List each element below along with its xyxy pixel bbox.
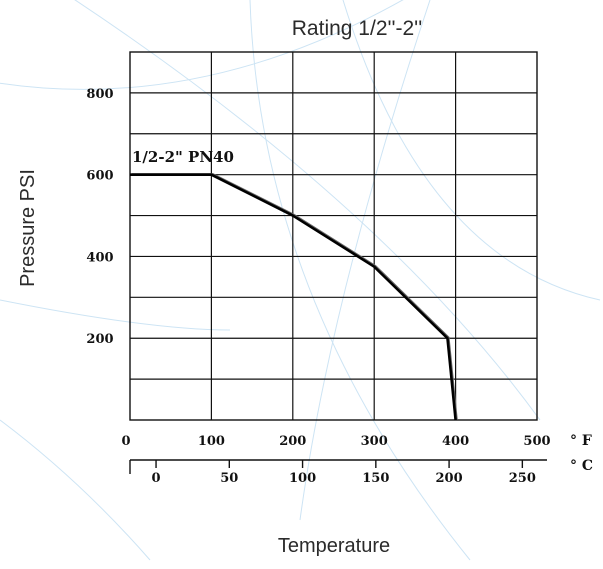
x-tick-label-f: 400 <box>442 434 469 449</box>
x-tick-label-c: 250 <box>509 471 536 486</box>
y-tick-label: 200 <box>86 332 113 347</box>
series-line <box>130 173 457 421</box>
x-tick-label-f: 100 <box>198 434 225 449</box>
plot-frame <box>129 51 538 421</box>
x-tick-label-f: 0 <box>121 434 130 449</box>
x-tick-label-c: 150 <box>362 471 389 486</box>
x-unit-secondary: ° C <box>570 458 593 474</box>
y-tick-label: 800 <box>86 87 113 102</box>
x-tick-label-f: 300 <box>361 434 388 449</box>
background-arc-3 <box>0 299 231 331</box>
background-arc-6 <box>299 0 431 521</box>
background-arc-1 <box>74 0 541 421</box>
axes-layer: 200 400 600 800 0 100 200 300 400 500 0 50 100 150 200… <box>86 87 550 486</box>
x-tick-label-c: 0 <box>152 471 161 486</box>
y-tick-label: 600 <box>86 169 113 184</box>
series-label: 1/2-2" PN40 <box>132 148 234 166</box>
x-axis-label: Temperature <box>278 535 390 557</box>
x-unit-primary: ° F <box>570 433 592 449</box>
background-arc-2 <box>342 0 601 301</box>
x-tick-label-c: 50 <box>220 471 238 486</box>
x-tick-label-c: 100 <box>289 471 316 486</box>
x-tick-label-f: 500 <box>523 434 550 449</box>
background-arc-4 <box>0 419 151 561</box>
background-arc-5 <box>249 0 471 561</box>
x-tick-label-f: 200 <box>279 434 306 449</box>
y-axis-label: Pressure PSI <box>17 169 39 287</box>
y-tick-label: 400 <box>86 250 113 265</box>
series-line-shadow <box>131 173 458 420</box>
chart-title: Rating 1/2''-2'' <box>292 17 422 40</box>
background-arc-0 <box>0 0 404 90</box>
series-layer <box>130 173 458 421</box>
x-tick-label-c: 200 <box>436 471 463 486</box>
chart-grid <box>129 51 538 421</box>
